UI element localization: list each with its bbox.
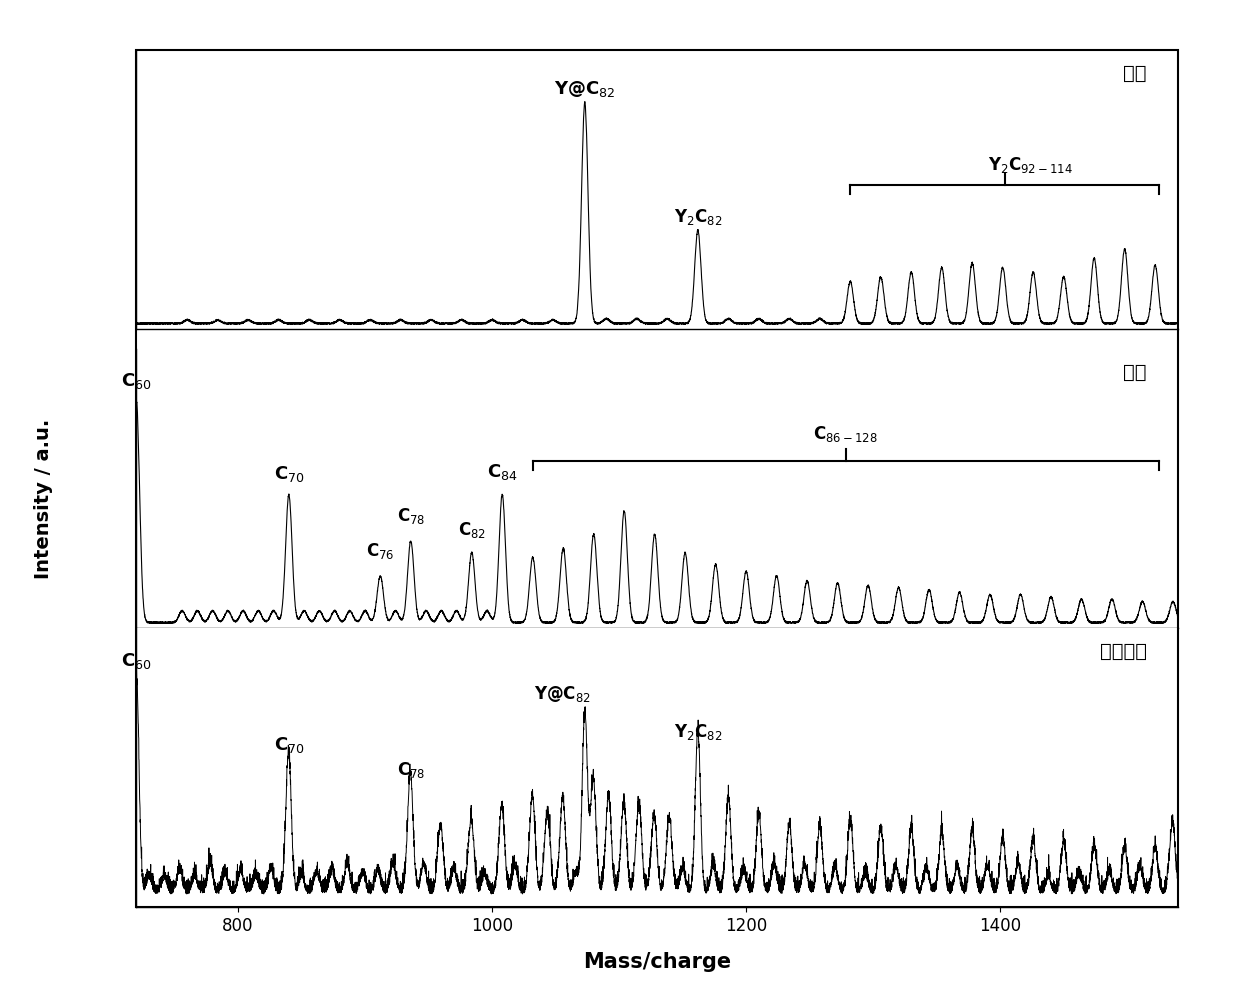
Text: C$_{84}$: C$_{84}$ xyxy=(487,462,517,482)
Text: 沉淠: 沉淠 xyxy=(1123,64,1147,83)
Text: C$_{76}$: C$_{76}$ xyxy=(366,540,394,560)
Text: C$_{70}$: C$_{70}$ xyxy=(274,464,304,484)
Text: Y$_2$C$_{92-114}$: Y$_2$C$_{92-114}$ xyxy=(987,156,1073,175)
Text: Y@C$_{82}$: Y@C$_{82}$ xyxy=(554,79,615,99)
Text: Intensity / a.u.: Intensity / a.u. xyxy=(33,419,53,578)
Text: 粗提取液: 粗提取液 xyxy=(1100,642,1147,661)
Text: C$_{86-128}$: C$_{86-128}$ xyxy=(813,425,878,445)
Text: Y$_2$C$_{82}$: Y$_2$C$_{82}$ xyxy=(673,722,722,743)
Text: 滤液: 滤液 xyxy=(1123,363,1147,382)
Text: Y@C$_{82}$: Y@C$_{82}$ xyxy=(533,684,590,704)
Text: C$_{70}$: C$_{70}$ xyxy=(274,735,304,755)
Text: C$_{82}$: C$_{82}$ xyxy=(458,519,486,539)
Text: C$_{60}$: C$_{60}$ xyxy=(122,371,151,391)
Text: C$_{78}$: C$_{78}$ xyxy=(397,761,425,781)
Text: C$_{60}$: C$_{60}$ xyxy=(122,651,151,671)
Text: Y$_2$C$_{82}$: Y$_2$C$_{82}$ xyxy=(673,206,722,226)
Text: C$_{78}$: C$_{78}$ xyxy=(397,505,425,525)
Text: Mass/charge: Mass/charge xyxy=(583,952,732,972)
